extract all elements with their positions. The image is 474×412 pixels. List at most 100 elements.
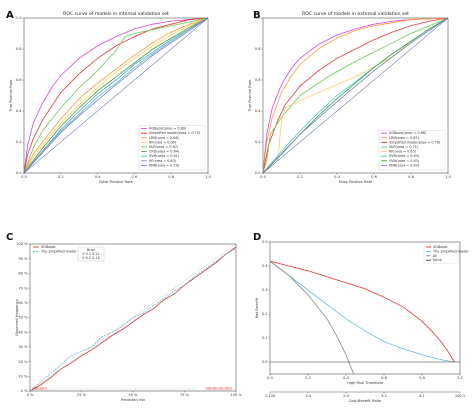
series-group bbox=[30, 244, 236, 391]
series-group bbox=[270, 260, 460, 374]
y-tick-label: 80 % bbox=[18, 272, 28, 276]
x-tick-label: 0.2 bbox=[58, 175, 64, 179]
x-axis-label: Predicted risk bbox=[121, 398, 146, 402]
x-tick-label: 1.0 bbox=[205, 175, 211, 179]
panel-d: D 0.0 0.2 0.4 0.6 0.8 1.0 0.0 0.1 0.2 0.3 0.4 0.5 Hig… bbox=[253, 232, 468, 403]
legend-entry: NLP(area = 0.71) bbox=[389, 145, 419, 149]
y-axis-label: True Positive Rate bbox=[9, 79, 13, 113]
y-tick-label: 1.0 bbox=[16, 16, 22, 20]
x-tick-label: 0.6 bbox=[371, 175, 377, 179]
x2-axis-label: Cost:Benefit Ratio bbox=[349, 399, 381, 403]
x2-tick-label: 2:3 bbox=[343, 394, 349, 398]
panel-letter: D bbox=[253, 232, 261, 243]
y-tick-label: 0.0 bbox=[255, 171, 261, 175]
series-line bbox=[30, 244, 236, 391]
series-line bbox=[24, 18, 208, 173]
series-line bbox=[24, 18, 208, 173]
x-tick-label: 0 % bbox=[27, 393, 34, 397]
legend-entry: CRD(area = 0.64) bbox=[149, 150, 180, 154]
x-tick-label: 0.6 bbox=[381, 376, 387, 380]
y-tick-label: 0.4 bbox=[16, 109, 22, 113]
legend-entry: The simplified model bbox=[432, 249, 468, 253]
chart-title: ROC curve of models in external validati… bbox=[302, 11, 409, 17]
y-tick-label: 40 % bbox=[18, 330, 28, 334]
x-tick-label: 0.8 bbox=[168, 175, 174, 179]
y-tick-label: 100 % bbox=[16, 242, 28, 246]
y-tick-label: 0.4 bbox=[255, 109, 261, 113]
series-line bbox=[263, 18, 448, 173]
rug-marks bbox=[32, 387, 232, 390]
legend: XGBoost(area = 0.80)Simplified model(are… bbox=[138, 125, 206, 171]
x-tick-label: 0.0 bbox=[260, 175, 266, 179]
stats-line: 0 0.2 0.14 bbox=[82, 256, 99, 260]
y-tick-label: 30 % bbox=[18, 345, 28, 349]
x-tick-label: 0.0 bbox=[267, 376, 273, 380]
legend-entry: Simplified model(area = 0.75) bbox=[149, 131, 201, 135]
x-tick-label: 50 % bbox=[128, 393, 138, 397]
series-line bbox=[263, 18, 448, 173]
y-tick-label: 70 % bbox=[18, 286, 28, 290]
x-tick-label: 100 % bbox=[230, 393, 242, 397]
y-tick-label: 0.2 bbox=[255, 140, 261, 144]
chart-title: ROC curve of models in internal validati… bbox=[63, 11, 169, 17]
x-tick-label: 0.6 bbox=[132, 175, 138, 179]
x-tick-label: 0.0 bbox=[21, 175, 27, 179]
y-axis-label: Observed frequency bbox=[15, 298, 19, 335]
y-tick-label: 0.1 bbox=[262, 336, 268, 340]
x-tick-label: 0.8 bbox=[408, 175, 414, 179]
x-tick-label: 0.2 bbox=[297, 175, 303, 179]
series-line bbox=[24, 18, 208, 173]
x-axis-label: False Positive Rate bbox=[339, 180, 373, 184]
series-line bbox=[263, 18, 448, 173]
y-tick-label: 10 % bbox=[18, 375, 28, 379]
y-tick-label: 60 % bbox=[18, 301, 28, 305]
x-tick-label: 1.0 bbox=[445, 175, 451, 179]
x-tick-label: 0.2 bbox=[305, 376, 311, 380]
y-tick-label: 0.4 bbox=[262, 264, 268, 268]
x2-tick-label: 3:2 bbox=[381, 394, 387, 398]
series-line bbox=[24, 18, 208, 173]
x-axis-label: High Risk Threshold bbox=[347, 381, 383, 385]
y-tick-label: 0.2 bbox=[16, 140, 22, 144]
y-tick-label: 1.0 bbox=[255, 16, 261, 20]
series-line bbox=[263, 18, 448, 173]
series-line bbox=[24, 18, 208, 173]
legend-box bbox=[423, 243, 459, 264]
y-tick-label: 0.2 bbox=[262, 312, 268, 316]
legend-entry: NLP(area = 0.67) bbox=[149, 145, 179, 149]
stats-line: 0 0.1 0.12 bbox=[82, 252, 99, 256]
x-tick-label: 1.0 bbox=[457, 376, 463, 380]
x-tick-label: 0.4 bbox=[95, 175, 101, 179]
legend-entry: XGBoost(area = 0.80) bbox=[149, 127, 187, 131]
y-axis-label: True Positive Rate bbox=[248, 79, 252, 113]
x-axis-label: False Positive Rate bbox=[99, 180, 133, 184]
stats-title: Brier bbox=[87, 248, 96, 252]
panel-b: B ROC curve of models in external validat… bbox=[248, 10, 452, 184]
legend-entry: KNN(area = 0.60) bbox=[389, 163, 420, 167]
legend-entry: LRM(area = 0.85) bbox=[389, 136, 420, 140]
y-tick-label: 20 % bbox=[18, 360, 28, 364]
panel-letter: C bbox=[6, 232, 13, 243]
series-line bbox=[24, 18, 208, 173]
x-tick-label: 0.4 bbox=[343, 376, 349, 380]
x-tick-label: 75 % bbox=[180, 393, 190, 397]
x2-tick-label: 100:1 bbox=[455, 394, 465, 398]
legend: XGBoost(area = 0.86)LRM(area = 0.85)Simp… bbox=[378, 129, 446, 171]
y-tick-label: 0.0 bbox=[262, 360, 268, 364]
series-line bbox=[263, 18, 448, 173]
x2-tick-label: 4:1 bbox=[419, 394, 425, 398]
legend-entry: Simplified model(area = 0.78) bbox=[389, 140, 441, 144]
panel-a: A ROC curve of models in internal validat… bbox=[6, 10, 212, 184]
y-tick-label: 50 % bbox=[18, 316, 28, 320]
x2-tick-label: 1:100 bbox=[265, 394, 276, 398]
panel-c: C 0 % 25 % 50 % 75 % 100 % 0 % 10 % 20 % 30 % 40 %… bbox=[6, 232, 242, 402]
panel-letter: B bbox=[253, 10, 261, 21]
y-tick-label: 0.6 bbox=[16, 78, 22, 82]
legend-entry: SVM(area = 0.63) bbox=[389, 159, 420, 163]
y-tick-label: 0.5 bbox=[262, 240, 268, 244]
legend-entry: All bbox=[433, 254, 437, 258]
legend-entry: None bbox=[433, 258, 442, 262]
